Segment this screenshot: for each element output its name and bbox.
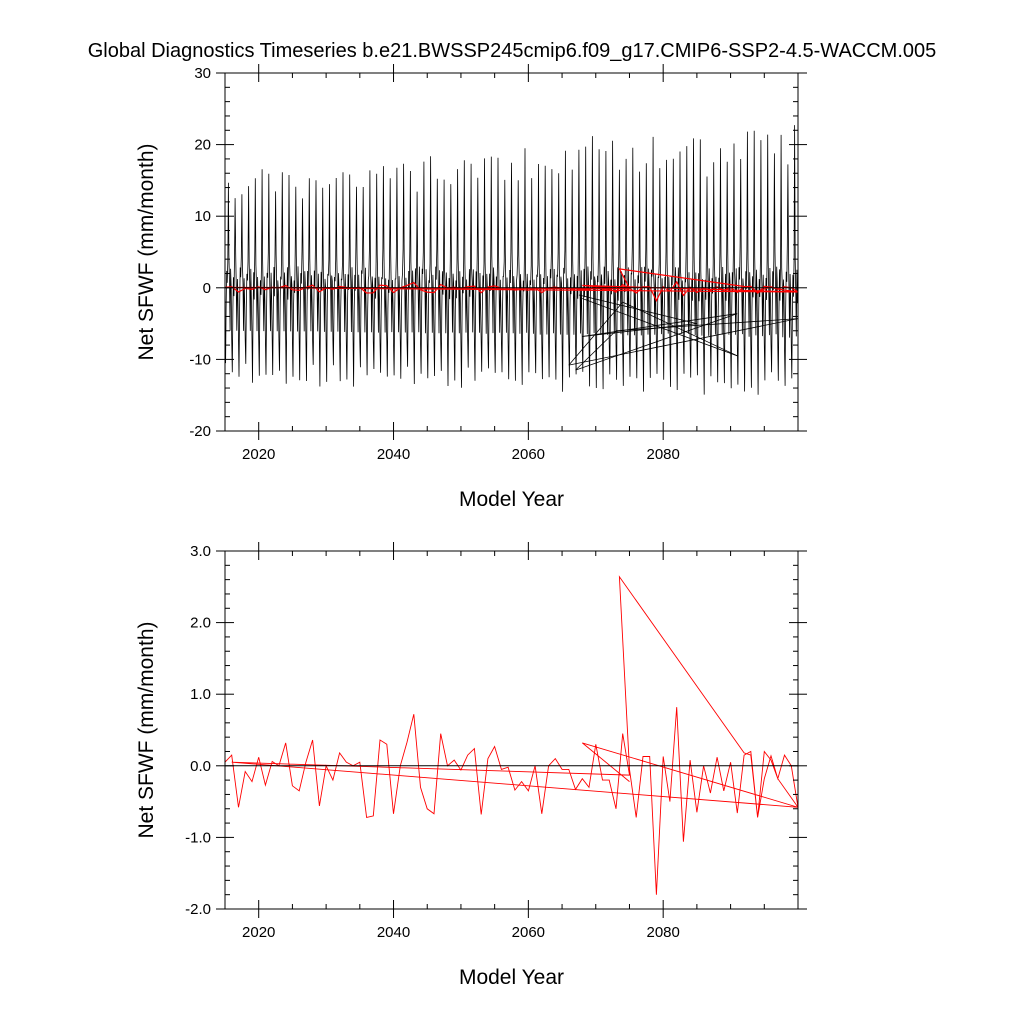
x-tick-label: 2040 <box>377 446 410 463</box>
y-axis-label: Net SFWF (mm/month) <box>135 621 158 838</box>
plot-frame <box>224 72 799 432</box>
y-tick-label: 30 <box>194 65 211 82</box>
monthly-artifact-segment-4 <box>575 330 617 371</box>
monthly-artifact-segment-8 <box>622 301 738 357</box>
monthly-artifact-segment-9 <box>582 298 738 357</box>
bottom-panel-annual-chart: 2020 2040 2060 2080 -2.0 -1.0 0.0 1.0 2.0 3.0 Mode… <box>135 542 807 989</box>
y-tick-label: -10 <box>189 351 211 368</box>
x-tick-label: 2020 <box>242 446 275 463</box>
monthly-artifact-segment-2 <box>582 313 738 337</box>
y-tick-label: 0.0 <box>190 758 211 775</box>
x-tick-label: 2040 <box>377 924 410 941</box>
monthly-artifact-segment-1 <box>582 323 697 337</box>
monthly-artifact-segment-7 <box>568 301 624 366</box>
y-tick-label: 10 <box>194 208 211 225</box>
x-axis-label: Model Year <box>459 966 564 989</box>
top-panel-monthly-chart: 2020 2040 2060 2080 -20 -10 0 10 20 30 Model Year N… <box>135 64 807 511</box>
y-tick-label: 0 <box>203 280 211 297</box>
y-axis-label: Net SFWF (mm/month) <box>135 143 158 360</box>
x-tick-label: 2080 <box>646 446 679 463</box>
x-tick-label: 2060 <box>512 446 545 463</box>
monthly-artifact-segment-6 <box>568 318 798 366</box>
y-tick-label: -1.0 <box>185 829 211 846</box>
monthly-artifact-segment-5 <box>615 318 798 332</box>
x-axis-label: Model Year <box>459 488 564 511</box>
plot-area <box>225 125 798 395</box>
series-monthly-line <box>225 125 798 395</box>
y-tick-label: -20 <box>189 423 211 440</box>
y-tick-label: -2.0 <box>185 901 211 918</box>
y-tick-label: 1.0 <box>190 686 211 703</box>
y-tick-label: 20 <box>194 137 211 154</box>
series-annual-line <box>225 575 798 895</box>
x-tick-label: 2020 <box>242 924 275 941</box>
x-tick-label: 2080 <box>646 924 679 941</box>
y-tick-label: 3.0 <box>190 543 211 560</box>
figure-title: Global Diagnostics Timeseries b.e21.BWSS… <box>88 40 937 62</box>
y-tick-label: 2.0 <box>190 615 211 632</box>
monthly-artifact-segment-3 <box>575 313 738 371</box>
plot-frame <box>224 550 799 910</box>
plot-area <box>225 575 798 895</box>
x-tick-label: 2060 <box>512 924 545 941</box>
